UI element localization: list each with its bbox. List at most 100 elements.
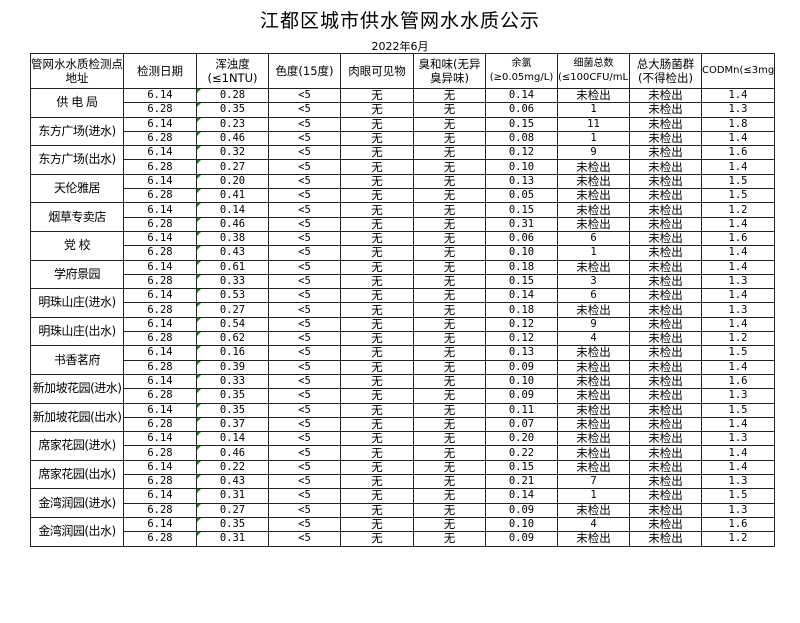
- turbidity-cell: 0.43: [196, 474, 269, 490]
- location-cell: 天伦雅居: [30, 173, 124, 204]
- chlorine-cell: 0.21: [485, 474, 558, 490]
- chlorine-cell: 0.14: [485, 87, 558, 104]
- codmn-cell: 1.4: [701, 216, 775, 232]
- codmn-cell: 1.3: [701, 474, 775, 490]
- table-row: 东方广场(出水) 6.14 0.32 <5 无无 0.12 9 未检出 1.6: [30, 145, 775, 175]
- coliform-cell: 未检出: [629, 230, 702, 247]
- table-row: 6.28 0.27 <5 无无 0.10 未检出 未检出 1.4: [31, 159, 775, 175]
- turbidity-cell: 0.43: [196, 245, 269, 261]
- visible-matter-cell: 无: [340, 202, 414, 218]
- coliform-cell: 未检出: [629, 474, 702, 490]
- coliform-cell: 未检出: [629, 159, 702, 175]
- table-row: 6.28 0.43 <5 无无 0.21 7 未检出 1.3: [31, 474, 775, 490]
- color-cell: <5: [268, 488, 341, 504]
- chlorine-cell: 0.09: [485, 531, 558, 547]
- color-cell: <5: [268, 173, 341, 190]
- date-cell: 6.14: [123, 373, 197, 390]
- codmn-cell: 1.4: [701, 259, 775, 275]
- coliform-cell: 未检出: [629, 273, 702, 290]
- coliform-cell: 未检出: [629, 173, 702, 190]
- chlorine-cell: 0.31: [485, 216, 558, 232]
- turbidity-cell: 0.28: [196, 87, 269, 104]
- turbidity-cell: 0.14: [196, 202, 269, 218]
- coliform-cell: 未检出: [629, 202, 702, 218]
- date-cell: 6.28: [123, 102, 197, 118]
- odor-cell: 无: [413, 273, 486, 290]
- coliform-cell: 未检出: [629, 459, 702, 476]
- date-cell: 6.28: [123, 331, 197, 347]
- bacteria-cell: 未检出: [557, 416, 630, 433]
- date-cell: 6.28: [123, 531, 197, 547]
- bacteria-cell: 未检出: [557, 159, 630, 175]
- coliform-cell: 未检出: [629, 316, 702, 333]
- odor-cell: 无: [413, 145, 486, 161]
- bacteria-cell: 6: [557, 288, 630, 304]
- header-bacteria: 细菌总数(≤100CFU/mL): [557, 53, 630, 89]
- bacteria-cell: 4: [557, 516, 630, 533]
- coliform-cell: 未检出: [629, 502, 702, 518]
- bacteria-cell: 3: [557, 273, 630, 290]
- turbidity-cell: 0.62: [196, 331, 269, 347]
- codmn-cell: 1.3: [701, 102, 775, 118]
- visible-matter-cell: 无: [340, 188, 414, 204]
- visible-matter-cell: 无: [340, 302, 414, 318]
- color-cell: <5: [268, 388, 341, 404]
- codmn-cell: 1.3: [701, 302, 775, 318]
- location-cell: 烟草专卖店: [30, 202, 124, 232]
- table-row: 明珠山庄(出水) 6.14 0.54 <5 无无 0.12 9 未检出 1.4: [30, 316, 775, 347]
- chlorine-cell: 0.15: [485, 459, 558, 476]
- table-row: 6.28 0.43 <5 无无 0.10 1 未检出 1.4: [31, 245, 775, 261]
- header-odor: 臭和味(无异臭异味): [413, 53, 486, 89]
- visible-matter-cell: 无: [340, 445, 414, 461]
- codmn-cell: 1.5: [701, 173, 775, 190]
- bacteria-cell: 1: [557, 488, 630, 504]
- chlorine-cell: 0.12: [485, 145, 558, 161]
- odor-cell: 无: [413, 316, 486, 333]
- visible-matter-cell: 无: [340, 87, 414, 104]
- date-cell: 6.14: [123, 316, 197, 333]
- odor-cell: 无: [413, 87, 486, 104]
- visible-matter-cell: 无: [340, 388, 414, 404]
- turbidity-cell: 0.23: [196, 116, 269, 132]
- header-chlorine: 余氯(≥0.05mg/L): [485, 53, 558, 89]
- bacteria-cell: 9: [557, 145, 630, 161]
- table-row: 6.28 0.33 <5 无无 0.15 3 未检出 1.3: [31, 273, 775, 290]
- table-row: 6.28 0.35 <5 无无 0.09 未检出 未检出 1.3: [31, 388, 775, 404]
- color-cell: <5: [268, 516, 341, 533]
- table-row: 6.28 0.37 <5 无无 0.07 未检出 未检出 1.4: [31, 416, 775, 433]
- header-turbidity: 浑浊度(≤1NTU): [196, 53, 269, 89]
- codmn-cell: 1.2: [701, 331, 775, 347]
- odor-cell: 无: [413, 345, 486, 361]
- location-cell: 新加坡花园(出水): [30, 402, 124, 433]
- codmn-cell: 1.2: [701, 202, 775, 218]
- date-cell: 6.28: [123, 273, 197, 290]
- codmn-cell: 1.4: [701, 445, 775, 461]
- date-cell: 6.14: [123, 202, 197, 218]
- location-cell: 供 电 局: [30, 88, 124, 118]
- date-cell: 6.14: [123, 259, 197, 275]
- color-cell: <5: [268, 373, 341, 390]
- odor-cell: 无: [413, 431, 486, 447]
- chlorine-cell: 0.12: [485, 331, 558, 347]
- turbidity-cell: 0.27: [196, 502, 269, 518]
- visible-matter-cell: 无: [340, 130, 414, 147]
- color-cell: <5: [268, 130, 341, 147]
- date-cell: 6.28: [123, 245, 197, 261]
- table-row: 烟草专卖店 6.14 0.14 <5 无无 0.15 未检出 未检出 1.2: [30, 202, 775, 232]
- codmn-cell: 1.4: [701, 416, 775, 433]
- turbidity-cell: 0.35: [196, 516, 269, 533]
- odor-cell: 无: [413, 130, 486, 147]
- date-cell: 6.14: [123, 431, 197, 447]
- table-row: 6.28 0.35 <5 无无 0.06 1 未检出 1.3: [31, 102, 775, 118]
- table-row: 6.28 0.31 <5 无无 0.09 未检出 未检出 1.2: [31, 531, 775, 547]
- bacteria-cell: 未检出: [557, 173, 630, 190]
- odor-cell: 无: [413, 173, 486, 190]
- visible-matter-cell: 无: [340, 216, 414, 232]
- odor-cell: 无: [413, 188, 486, 204]
- table-row: 6.28 0.27 <5 无无 0.09 未检出 未检出 1.3: [31, 502, 775, 518]
- table-row: 明珠山庄(进水) 6.14 0.53 <5 无无 0.14 6 未检出 1.4: [30, 288, 775, 318]
- odor-cell: 无: [413, 302, 486, 318]
- chlorine-cell: 0.14: [485, 488, 558, 504]
- chlorine-cell: 0.10: [485, 159, 558, 175]
- date-cell: 6.14: [123, 173, 197, 190]
